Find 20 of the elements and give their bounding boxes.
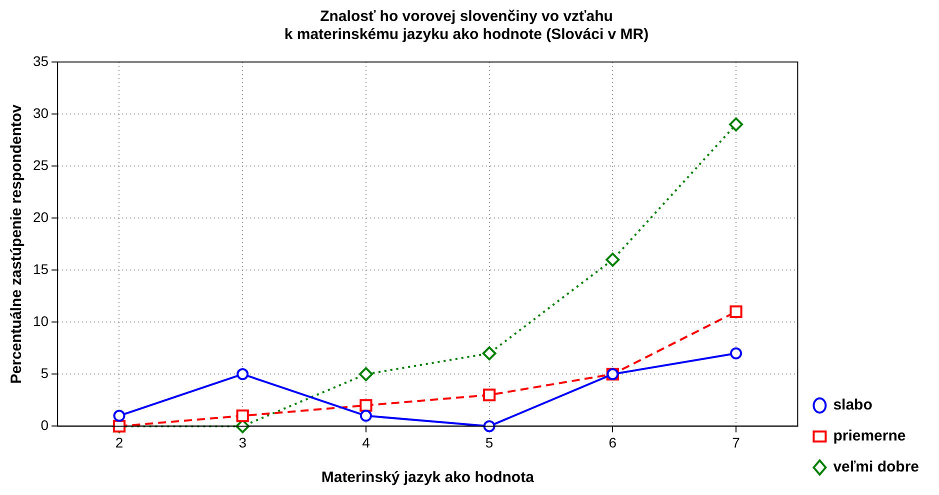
legend-label: priemerne <box>833 428 906 445</box>
x-axis-title: Materinský jazyk ako hodnota <box>321 469 535 486</box>
y-tick-label: 0 <box>40 417 49 434</box>
chart-title: Znalosť ho vorovej slovenčiny vo vzťahu k materinskému jazyku ako hodnote (Slováci v MR) <box>284 8 649 44</box>
x-tick-label: 5 <box>485 434 494 450</box>
x-tick-label: 6 <box>608 434 617 450</box>
x-tick-label: 4 <box>362 434 370 450</box>
y-tick-label: 10 <box>32 313 49 329</box>
legend-label: slabo <box>833 396 872 414</box>
y-axis-title: Percentuálne zastúpenie respondentov <box>8 104 26 384</box>
y-tick-label: 30 <box>32 104 49 121</box>
y-tick-label: 35 <box>32 52 49 69</box>
y-tick-label: 5 <box>40 365 49 382</box>
x-tick-label: 3 <box>238 434 247 450</box>
y-tick-label: 25 <box>32 156 49 173</box>
y-tick-label: 20 <box>32 208 49 225</box>
x-tick-label: 7 <box>732 434 740 450</box>
legend-label: veľmi dobre <box>833 458 920 476</box>
y-tick-label: 15 <box>32 260 49 277</box>
x-tick-label: 2 <box>115 434 124 450</box>
